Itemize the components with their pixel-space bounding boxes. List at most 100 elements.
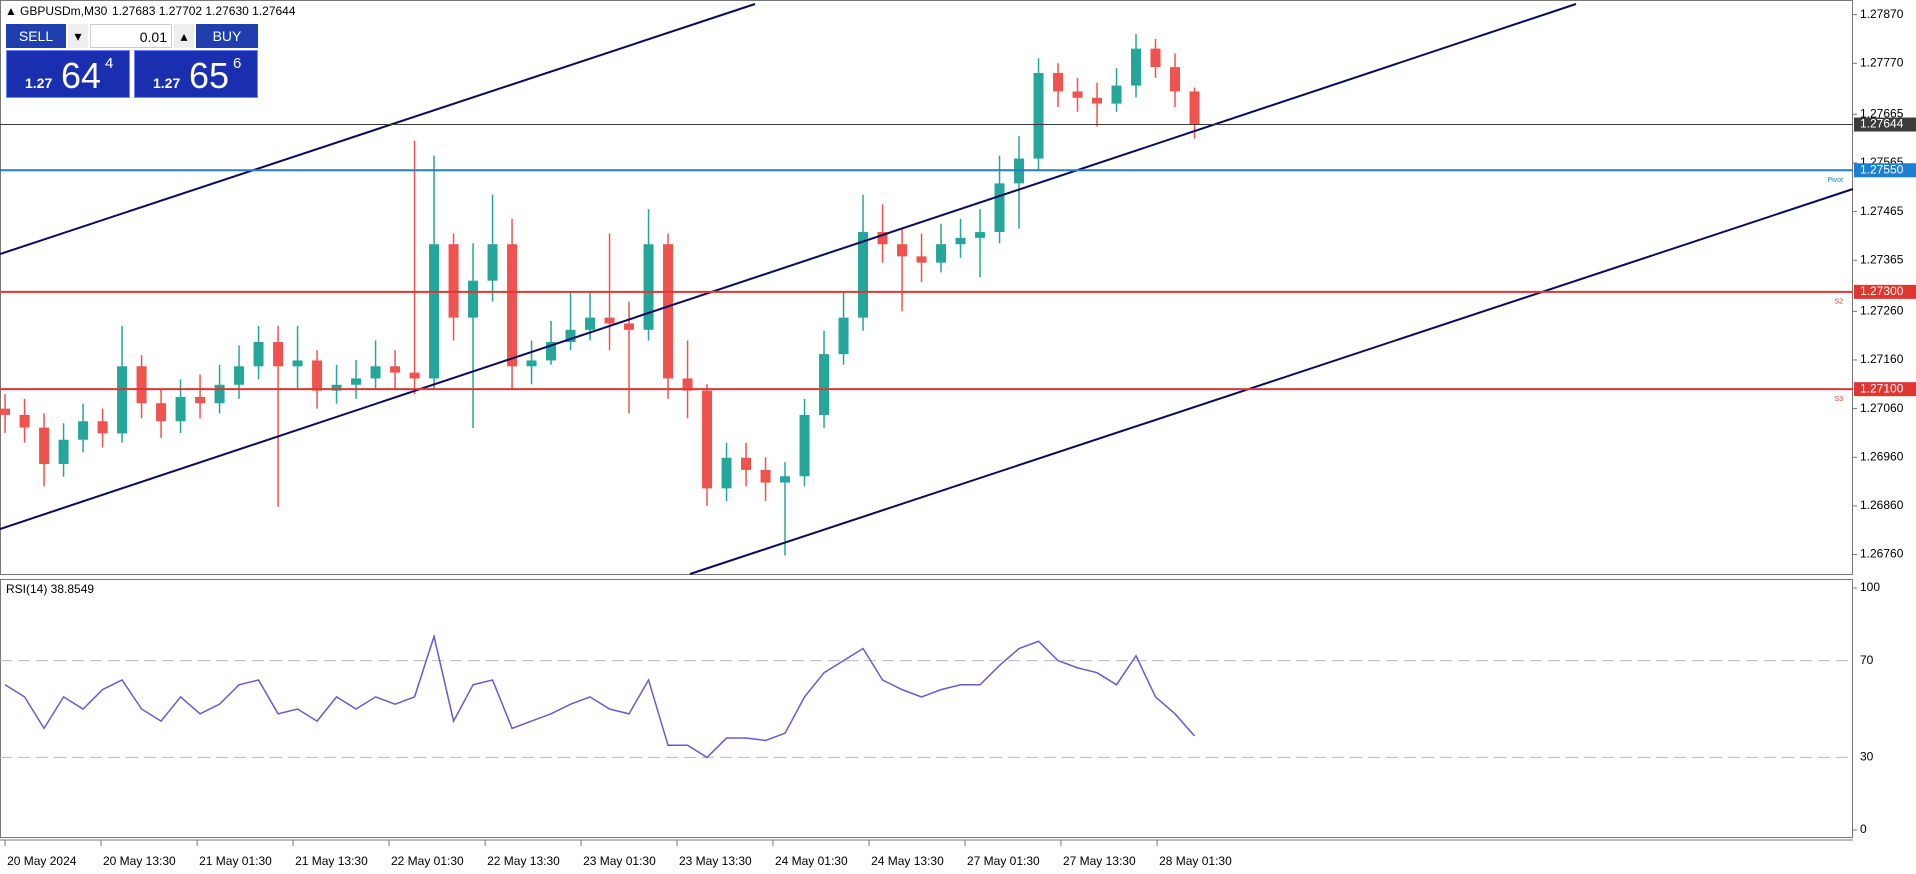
symbol: GBPUSDm,M30 (20, 4, 108, 18)
candle-body (897, 244, 908, 257)
candle-body (663, 244, 674, 379)
level-tag (1854, 284, 1916, 299)
one-click-panel: SELL ▾ 0.01 ▴ BUY 1.27 64 4 1.27 65 6 (6, 24, 258, 98)
x-tick-label: 22 May 01:30 (391, 854, 464, 868)
candles (0, 34, 1200, 556)
x-tick-label: 23 May 01:30 (583, 854, 656, 868)
candle-body (117, 366, 128, 434)
candle-body (253, 341, 264, 367)
candle-body (487, 244, 498, 281)
trend-line (689, 188, 1854, 575)
x-tick-label: 27 May 01:30 (967, 854, 1040, 868)
candle-body (741, 457, 752, 470)
ask-box[interactable]: 1.27 65 6 (134, 50, 258, 98)
y-tick-label: 1.27665 (1860, 106, 1904, 120)
candle-body (604, 317, 615, 324)
candle-body (877, 232, 888, 245)
candle-body (721, 457, 732, 489)
buy-button[interactable]: BUY (196, 24, 258, 48)
level-tag-label: 1.27100 (1860, 381, 1904, 395)
x-tick-label: 21 May 13:30 (295, 854, 368, 868)
main-pane (0, 0, 1853, 575)
candle-body (546, 341, 557, 361)
rsi-title: RSI(14) 38.8549 (6, 582, 94, 596)
y-tick-label: 1.27260 (1860, 303, 1904, 317)
candle-body (1150, 48, 1161, 68)
candle-body (624, 323, 635, 330)
x-tick-label: 24 May 13:30 (871, 854, 944, 868)
x-tick-label: 24 May 01:30 (775, 854, 848, 868)
candle-body (1189, 91, 1200, 125)
candle-body (312, 360, 323, 391)
x-tick-label: 22 May 13:30 (487, 854, 560, 868)
level-tag-label: 1.27644 (1860, 117, 1904, 131)
lot-up[interactable]: ▴ (174, 24, 194, 48)
rsi-tick-label: 0 (1860, 822, 1867, 836)
candle-body (780, 476, 791, 483)
candle-body (955, 237, 966, 245)
candle-body (0, 408, 11, 415)
candle-body (19, 414, 30, 428)
candle-body (390, 366, 401, 373)
lot-input[interactable]: 0.01 (90, 24, 172, 48)
candle-body (156, 403, 167, 422)
sell-button[interactable]: SELL (6, 24, 66, 48)
quote: 1.27683 1.27702 1.27630 1.27644 (112, 4, 296, 18)
candle-body (214, 384, 225, 404)
y-tick-label: 1.27060 (1860, 401, 1904, 415)
level-name: Pivot (1827, 177, 1843, 184)
candle-body (975, 232, 986, 238)
candle-body (682, 378, 693, 391)
rsi-pane (0, 579, 1853, 838)
candle-body (936, 244, 947, 263)
candle-body (370, 366, 381, 379)
candle-body (195, 396, 206, 404)
candle-body (1033, 72, 1044, 159)
bid-box[interactable]: 1.27 64 4 (6, 50, 130, 98)
candle-body (58, 439, 69, 465)
y-tick-label: 1.27770 (1860, 55, 1904, 69)
candle-body (643, 244, 654, 330)
y-tick-label: 1.26760 (1860, 547, 1904, 561)
y-tick-label: 1.27465 (1860, 204, 1904, 218)
level-name: S2 (1834, 299, 1843, 306)
candle-body (916, 256, 927, 263)
rsi-tick-label: 100 (1860, 580, 1880, 594)
trend-channel (0, 3, 1854, 575)
x-tick-label: 20 May 13:30 (103, 854, 176, 868)
candle-body (331, 384, 342, 391)
x-tick-label: 27 May 13:30 (1063, 854, 1136, 868)
rsi-line (4, 633, 1196, 759)
level-tag (1854, 117, 1916, 132)
candle-body (409, 372, 420, 379)
candle-body (1072, 91, 1083, 98)
candle-body (1170, 67, 1181, 92)
y-tick-label: 1.27160 (1860, 352, 1904, 366)
collapse-icon[interactable]: ▲ (5, 4, 17, 18)
lot-down[interactable]: ▾ (68, 24, 88, 48)
candle-body (292, 360, 303, 367)
level-tag (1854, 163, 1916, 178)
ask-pip: 6 (233, 55, 242, 72)
trend-line (0, 3, 1577, 530)
y-tick-label: 1.27870 (1860, 7, 1904, 21)
ask-big: 65 (189, 55, 230, 96)
level-name: S3 (1834, 396, 1843, 403)
candle-body (136, 366, 147, 404)
trend-line (0, 3, 756, 255)
rsi-tick-label: 70 (1860, 653, 1874, 667)
x-tick-label: 28 May 01:30 (1159, 854, 1232, 868)
ask-prefix: 1.27 (153, 75, 181, 91)
bid-big: 64 (61, 55, 102, 96)
level-tag-label: 1.27300 (1860, 284, 1904, 298)
candle-body (273, 341, 284, 367)
y-tick-label: 1.26960 (1860, 449, 1904, 463)
candle-body (468, 280, 479, 318)
candle-body (858, 232, 869, 318)
candle-body (702, 390, 713, 489)
level-tag-label: 1.27550 (1860, 162, 1904, 176)
candle-body (448, 244, 459, 318)
candle-body (526, 360, 537, 367)
candle-body (1111, 85, 1122, 104)
